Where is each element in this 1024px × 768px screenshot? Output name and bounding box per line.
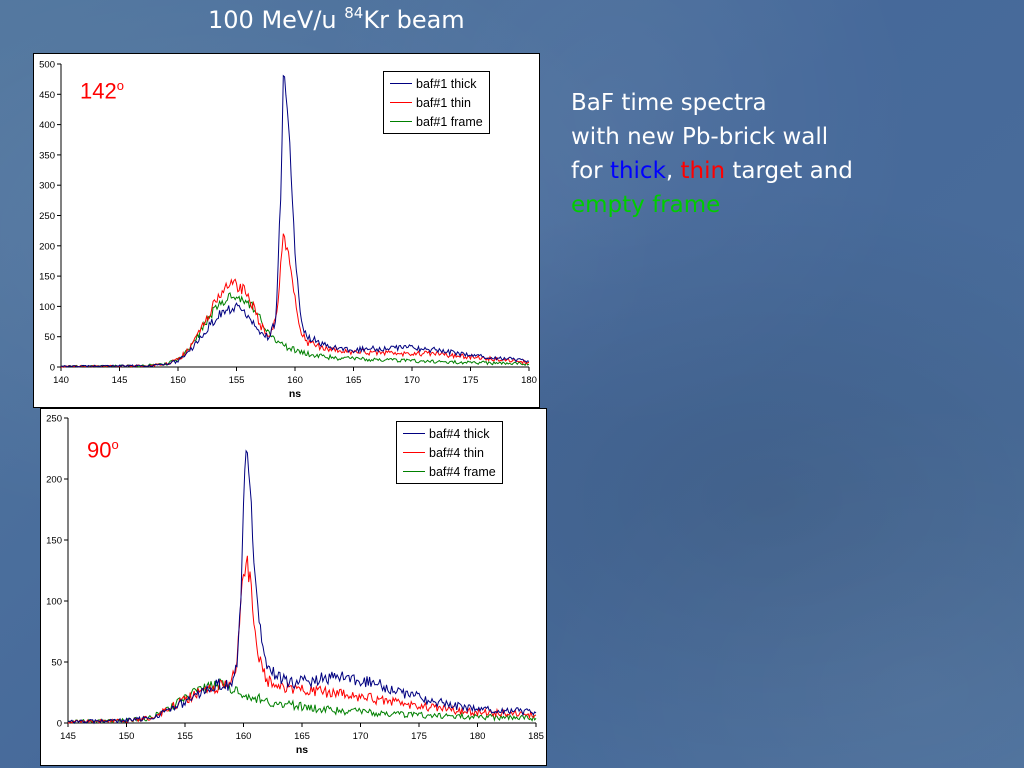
text-target-and: target and: [725, 158, 853, 184]
x-tick-label: 160: [287, 375, 303, 386]
chart-90-degrees: 0 50 100 150 200 250 145 150 155 160 165 170 175 180 1…: [40, 408, 547, 766]
text-comma: ,: [665, 158, 681, 184]
y-tick-label: 150: [46, 536, 62, 547]
x-tick-label: 165: [346, 375, 362, 386]
x-tick-label: 180: [470, 731, 486, 742]
axes: 0 50 100 150 200 250 145 150 155 160 165 170 175 180 1…: [46, 414, 544, 757]
y-tick-label: 300: [39, 181, 55, 192]
y-tick-label: 400: [39, 120, 55, 131]
legend-item-thick: baf#4 thick: [403, 424, 496, 443]
y-tick-label: 250: [39, 211, 55, 222]
x-axis-label: ns: [296, 744, 308, 756]
chart-90-svg: 0 50 100 150 200 250 145 150 155 160 165 170 175 180 1…: [46, 414, 544, 757]
x-tick-label: 145: [112, 375, 128, 386]
legend-label: baf#1 thick: [416, 76, 477, 91]
y-tick-label: 200: [46, 475, 62, 486]
text-for: for: [571, 158, 610, 184]
slide-title: 100 MeV/u 84Kr beam: [208, 4, 465, 34]
y-tick-label: 500: [39, 60, 55, 71]
description-line-2: with new Pb-brick wall: [571, 124, 829, 150]
legend-label: baf#4 frame: [429, 464, 496, 479]
x-tick-label: 185: [528, 731, 544, 742]
x-axis-label: ns: [289, 388, 301, 400]
x-tick-label: 150: [170, 375, 186, 386]
legend-item-thin: baf#4 thin: [403, 443, 496, 462]
x-tick-label: 175: [463, 375, 479, 386]
legend-line-thick: [390, 83, 412, 84]
y-tick-label: 450: [39, 90, 55, 101]
series-line-baf-4-thick: [67, 449, 537, 725]
chart-legend-142: baf#1 thick baf#1 thin baf#1 frame: [383, 71, 490, 134]
legend-line-thin: [390, 102, 412, 103]
angle-degree-sign: o: [111, 437, 119, 452]
x-tick-label: 150: [119, 731, 135, 742]
legend-label: baf#1 thin: [416, 95, 471, 110]
legend-item-frame: baf#1 frame: [390, 112, 483, 131]
description-line-1: BaF time spectra: [571, 90, 767, 116]
x-tick-label: 145: [60, 731, 76, 742]
series-line-baf-1-frame: [60, 292, 530, 368]
y-tick-label: 0: [57, 719, 62, 730]
title-prefix: 100 MeV/u: [208, 6, 345, 34]
angle-value: 90: [87, 437, 112, 463]
legend-label: baf#4 thick: [429, 426, 490, 441]
x-tick-label: 165: [294, 731, 310, 742]
series-line-baf-1-thick: [60, 74, 530, 368]
y-tick-label: 100: [39, 302, 55, 313]
x-tick-label: 160: [236, 731, 252, 742]
chart-142-degrees: 0 50 100 150 200 250 300 350 400 450 500 140 145 150 1…: [33, 53, 540, 408]
y-tick-label: 50: [51, 658, 62, 669]
legend-item-frame: baf#4 frame: [403, 462, 496, 481]
title-suffix: Kr beam: [363, 6, 465, 34]
x-tick-label: 155: [229, 375, 245, 386]
legend-label: baf#1 frame: [416, 114, 483, 129]
y-tick-label: 100: [46, 597, 62, 608]
y-tick-label: 0: [50, 363, 55, 374]
chart-legend-90: baf#4 thick baf#4 thin baf#4 frame: [396, 421, 503, 484]
legend-line-thin: [403, 452, 425, 453]
x-tick-label: 170: [404, 375, 420, 386]
legend-line-frame: [390, 121, 412, 122]
x-tick-label: 180: [521, 375, 537, 386]
description-text: BaF time spectra with new Pb-brick wall …: [571, 86, 1011, 222]
chart-142-svg: 0 50 100 150 200 250 300 350 400 450 500 140 145 150 1…: [39, 60, 537, 401]
legend-item-thick: baf#1 thick: [390, 74, 483, 93]
legend-item-thin: baf#1 thin: [390, 93, 483, 112]
legend-line-frame: [403, 471, 425, 472]
angle-degree-sign: o: [116, 78, 124, 93]
x-tick-label: 175: [411, 731, 427, 742]
text-thick: thick: [609, 158, 666, 184]
x-tick-label: 155: [177, 731, 193, 742]
description-line-4: empty frame: [571, 192, 721, 218]
legend-label: baf#4 thin: [429, 445, 484, 460]
y-tick-label: 150: [39, 272, 55, 283]
description-line-3: for thick, thin target and: [571, 154, 1011, 188]
angle-label-142: 142o: [80, 78, 124, 104]
y-tick-label: 200: [39, 241, 55, 252]
y-tick-label: 50: [44, 332, 55, 343]
series-line-baf-4-frame: [67, 677, 537, 725]
legend-line-thick: [403, 433, 425, 434]
text-thin: thin: [680, 158, 726, 184]
x-tick-label: 140: [53, 375, 69, 386]
x-tick-label: 170: [353, 731, 369, 742]
axes: 0 50 100 150 200 250 300 350 400 450 500 140 145 150 1…: [39, 60, 537, 401]
title-superscript: 84: [344, 4, 364, 22]
angle-label-90: 90o: [87, 437, 119, 463]
y-tick-label: 350: [39, 150, 55, 161]
angle-value: 142: [80, 78, 117, 104]
series-line-baf-4-thin: [68, 555, 537, 724]
y-tick-label: 250: [46, 414, 62, 425]
